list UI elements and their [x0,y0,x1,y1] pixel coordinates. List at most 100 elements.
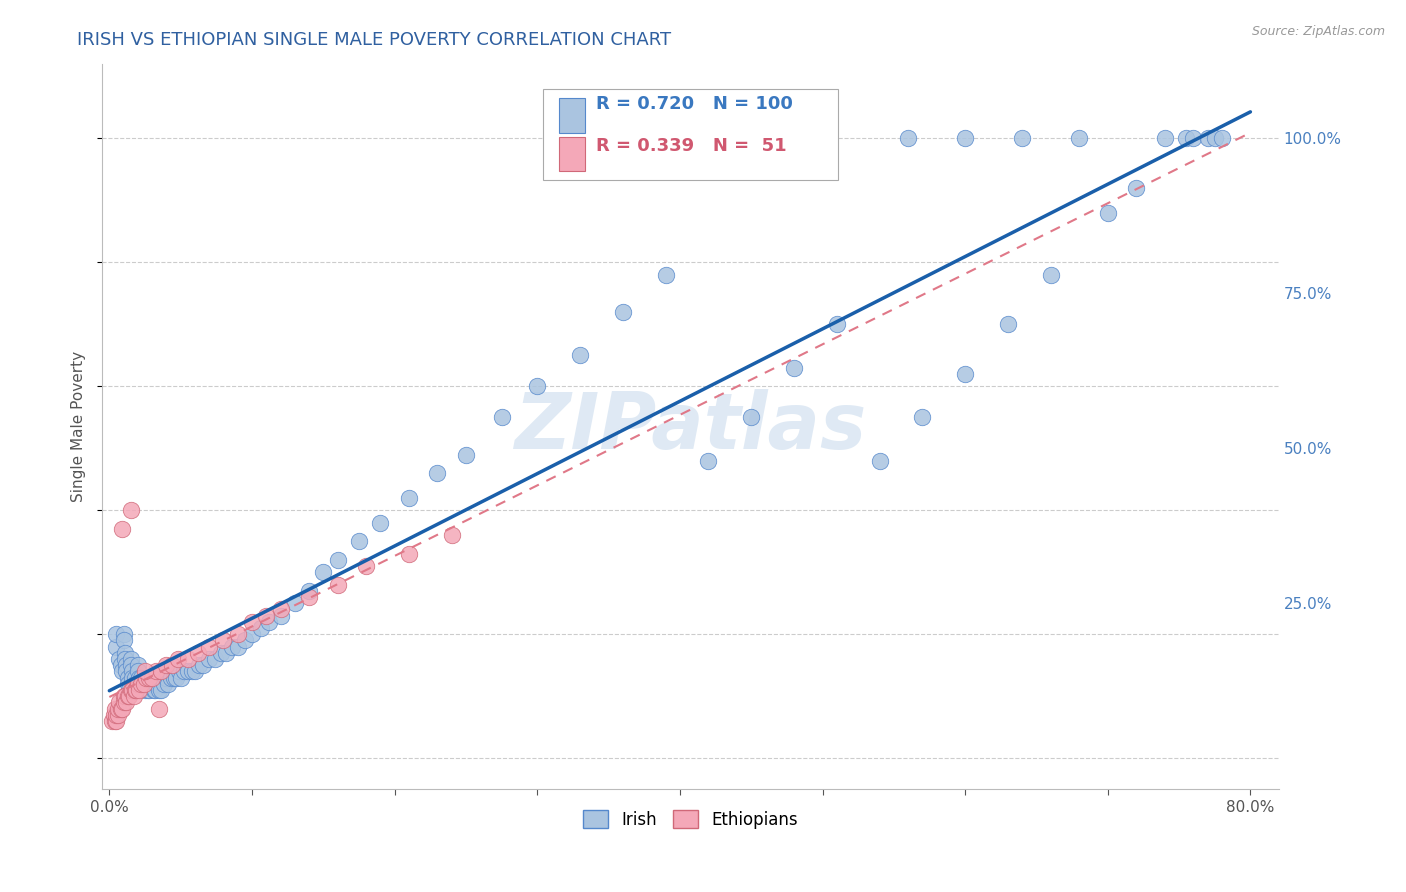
Irish [326,553,349,567]
Irish [221,640,243,654]
Ethiopians [177,652,200,666]
Ethiopians [354,559,377,574]
Ethiopians [114,690,136,704]
Irish [953,367,976,381]
Irish [1175,131,1198,145]
Ethiopians [104,714,127,728]
Irish [121,671,143,685]
Ethiopians [129,677,152,691]
Irish [997,318,1019,332]
Irish [124,671,146,685]
Irish [184,665,207,679]
Irish [1069,131,1091,145]
Irish [897,131,920,145]
Irish [1125,181,1147,195]
Irish [142,683,165,698]
Irish [654,268,676,282]
Ethiopians [111,522,134,536]
Text: Source: ZipAtlas.com: Source: ZipAtlas.com [1251,25,1385,38]
Ethiopians [110,701,132,715]
Irish [697,454,720,468]
Irish [121,665,143,679]
Ethiopians [398,547,420,561]
Irish [204,652,226,666]
Ethiopians [120,503,142,517]
Irish [173,665,195,679]
Irish [270,608,292,623]
Irish [129,671,152,685]
Irish [1204,131,1226,145]
Ethiopians [148,701,170,715]
Irish [148,683,170,698]
Irish [136,683,159,698]
Ethiopians [122,690,145,704]
Irish [1153,131,1175,145]
Ethiopians [103,707,125,722]
Irish [167,665,190,679]
Ethiopians [108,695,131,709]
Ethiopians [120,683,142,698]
Irish [122,683,145,698]
Ethiopians [160,658,183,673]
Ethiopians [101,714,124,728]
Ethiopians [145,665,167,679]
Y-axis label: Single Male Poverty: Single Male Poverty [72,351,86,502]
Irish [159,671,181,685]
Irish [188,658,211,673]
Irish [1011,131,1033,145]
Irish [120,658,142,673]
Ethiopians [107,707,129,722]
Irish [146,677,169,691]
Ethiopians [107,701,129,715]
Irish [783,360,806,375]
Irish [215,646,238,660]
Irish [138,683,160,698]
Irish [953,131,976,145]
Irish [526,379,548,393]
Irish [1211,131,1233,145]
Irish [298,583,321,598]
Irish [454,448,477,462]
Ethiopians [298,590,321,604]
Ethiopians [127,677,149,691]
Irish [112,633,135,648]
Irish [193,658,215,673]
Irish [117,671,139,685]
Ethiopians [254,608,277,623]
Ethiopians [240,615,263,629]
Irish [233,633,256,648]
Irish [240,627,263,641]
Irish [120,652,142,666]
Irish [569,348,592,362]
Irish [825,318,848,332]
Irish [612,305,634,319]
Irish [911,410,934,425]
Ethiopians [440,528,463,542]
Irish [165,671,187,685]
Irish [284,596,307,610]
Ethiopians [105,714,128,728]
Irish [740,410,762,425]
Irish [869,454,891,468]
Irish [114,652,136,666]
Irish [177,665,200,679]
Irish [1097,206,1119,220]
Irish [122,677,145,691]
Irish [257,615,280,629]
Ethiopians [118,690,141,704]
Irish [491,410,513,425]
Ethiopians [112,690,135,704]
FancyBboxPatch shape [558,136,585,171]
Irish [149,683,172,698]
Ethiopians [141,671,163,685]
Irish [209,646,232,660]
Ethiopians [128,683,150,698]
Irish [111,665,134,679]
Irish [127,658,149,673]
Irish [398,491,420,505]
Irish [155,671,177,685]
Irish [128,671,150,685]
Irish [112,627,135,641]
Ethiopians [226,627,249,641]
Ethiopians [132,677,155,691]
